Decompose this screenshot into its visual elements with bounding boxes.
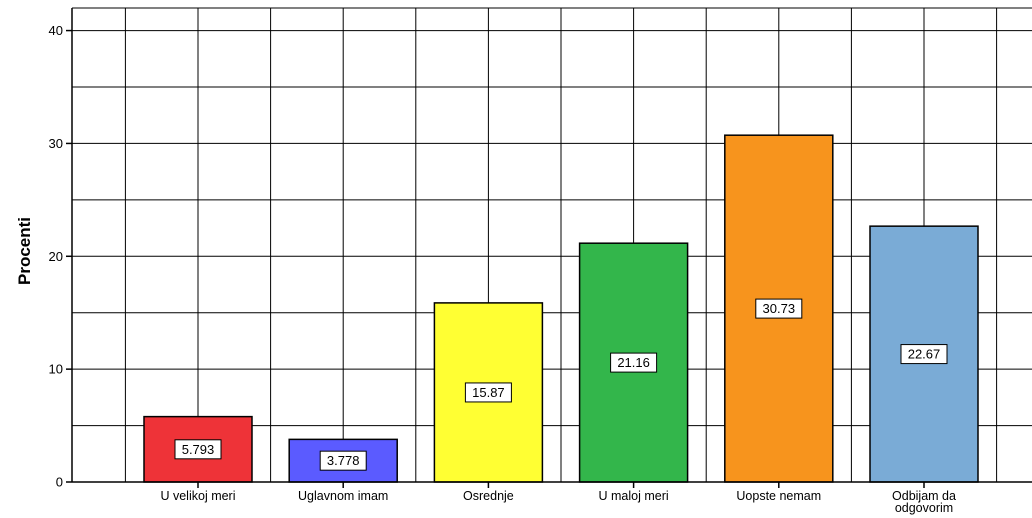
label-layer: 5.793 3.778 15.87 21.16 30.73 22.67 (174, 298, 948, 471)
bar-layer (143, 134, 979, 483)
data-label-group: 21.16 (610, 352, 658, 373)
x-category-label: U velikoj meri (160, 489, 235, 503)
y-tick-label: 0 (56, 475, 63, 490)
x-category-label: Osrednje (463, 489, 514, 503)
data-label: 5.793 (182, 442, 215, 457)
y-tick-label: 40 (49, 23, 63, 38)
data-label-box (755, 298, 803, 319)
axis-layer: 0 10 20 30 40 U velikoj meri Uglavnom imam Osre… (49, 8, 1032, 515)
y-tick-label: 30 (49, 136, 63, 151)
data-label: 30.73 (763, 301, 796, 316)
x-category-label: Odbijam da odgovorim (892, 489, 956, 515)
y-tick-label: 20 (49, 249, 63, 264)
data-label-group: 22.67 (900, 344, 948, 365)
data-label-group: 30.73 (755, 298, 803, 319)
data-label: 22.67 (908, 347, 941, 362)
x-category-label: U maloj meri (599, 489, 669, 503)
data-label-box (319, 450, 367, 471)
data-label: 3.778 (327, 453, 360, 468)
data-label-box (610, 352, 658, 373)
data-label-group: 15.87 (464, 382, 512, 403)
x-category-label: Uopste nemam (736, 489, 821, 503)
data-label-group: 3.778 (319, 450, 367, 471)
data-label-box (464, 382, 512, 403)
y-tick-label: 10 (49, 362, 63, 377)
data-label-group: 5.793 (174, 439, 222, 460)
data-label: 15.87 (472, 385, 505, 400)
data-label-box (174, 439, 222, 460)
data-label-box (900, 344, 948, 365)
y-axis-title: Procenti (15, 217, 34, 285)
x-category-label: Uglavnom imam (298, 489, 388, 503)
data-label: 21.16 (617, 355, 650, 370)
